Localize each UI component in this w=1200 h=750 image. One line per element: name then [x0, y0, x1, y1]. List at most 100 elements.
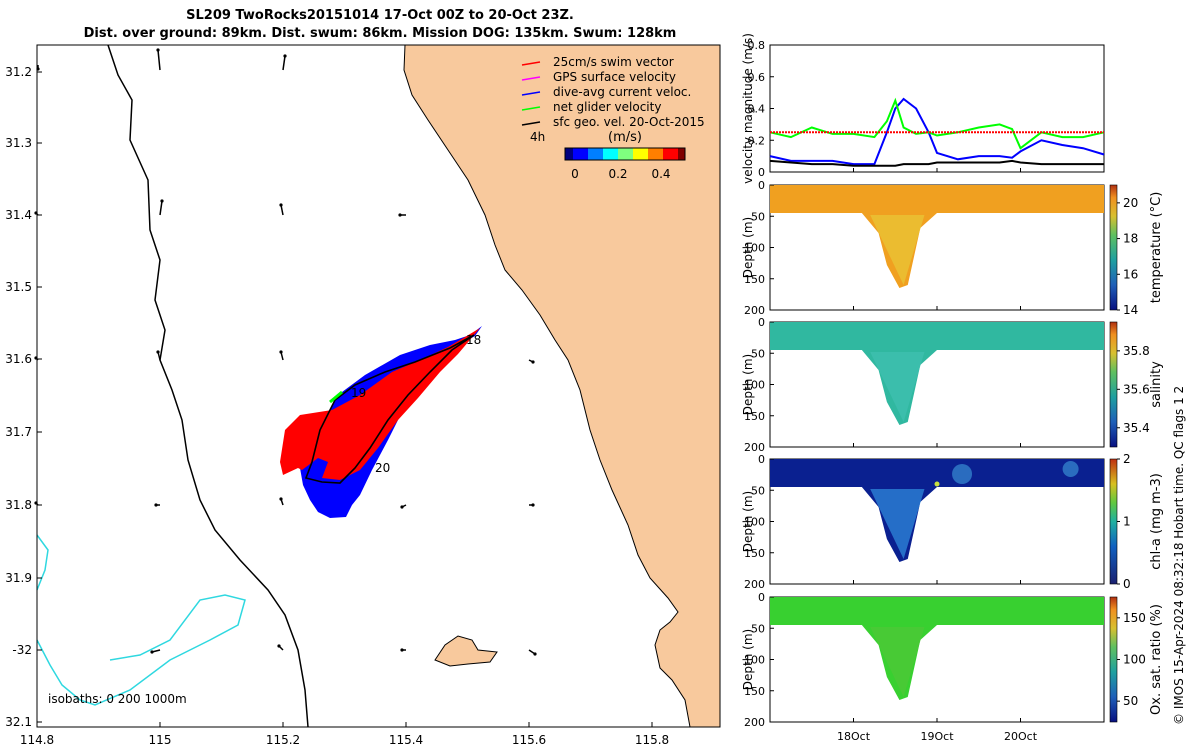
geo-arrow-head — [531, 503, 535, 507]
colorbar-tick-label: 16 — [1123, 267, 1138, 281]
depth-tick: 150 — [744, 273, 765, 286]
chl-patch — [1062, 461, 1079, 477]
velocity-y-tick: 0 — [758, 166, 765, 179]
map-y-tick-label: 31.8 — [5, 498, 32, 512]
heatmap-panel: 0 50 100 150 200 Depth (m) 35.4 35.6 35.8 salinit… — [741, 316, 1164, 454]
depth-tick: 100 — [744, 654, 765, 667]
time-x-tick: 20Oct — [1004, 730, 1038, 743]
legend-swatch — [521, 91, 541, 96]
velocity-y-tick: 0.6 — [748, 71, 766, 84]
depth-axis-label: Depth (m) — [741, 354, 755, 415]
geo-arrow-head — [279, 203, 283, 207]
map-x-tick-label: 115.2 — [266, 733, 300, 747]
geo-arrow — [159, 200, 163, 216]
heatmap-dip — [870, 352, 925, 422]
colorbar-tick-label: 14 — [1123, 303, 1138, 317]
depth-tick: 200 — [744, 441, 765, 454]
depth-tick: 150 — [744, 410, 765, 423]
colorbar-tick-label: 50 — [1123, 694, 1138, 708]
legend-label: sfc geo. vel. 20-Oct-2015 — [553, 115, 705, 129]
velocity-y-tick: 0.4 — [748, 103, 766, 116]
heatmap-field — [770, 459, 1104, 562]
geo-arrow — [282, 55, 286, 71]
colorbar-unit: (m/s) — [608, 130, 642, 145]
depth-tick: 50 — [751, 210, 765, 223]
geo-arrow-head — [279, 497, 283, 501]
geo-arrow — [157, 49, 161, 71]
depth-tick: 100 — [744, 379, 765, 392]
heatmap-dip — [870, 627, 925, 697]
map-x-tick-label: 115 — [149, 733, 172, 747]
depth-tick: 0 — [758, 179, 765, 192]
colorbar-tick: 0.4 — [651, 167, 670, 181]
geo-arrow-head — [160, 199, 164, 203]
colorbar-title: chl-a (mg m-3) — [1149, 473, 1164, 570]
map-x-tick-label: 115.4 — [389, 733, 423, 747]
map-y-tick-label: 31.3 — [5, 136, 32, 150]
heatmap-colorbar — [1109, 596, 1118, 723]
legend-swatch — [521, 121, 541, 126]
colorbar-tick-label: 1 — [1123, 515, 1131, 529]
title-line-2: Dist. over ground: 89km. Dist. swum: 86k… — [83, 26, 677, 41]
map-y-tick-label: 31.9 — [5, 571, 32, 585]
geo-arrow — [280, 204, 284, 216]
geo-arrow-head — [283, 54, 287, 58]
geo-arrow-head — [277, 644, 281, 648]
depth-tick: 50 — [751, 622, 765, 635]
depth-tick: 150 — [744, 685, 765, 698]
heatmap-colorbar — [1109, 184, 1118, 311]
depth-tick: 50 — [751, 347, 765, 360]
map-y-tick-label: 31.4 — [5, 208, 32, 222]
isobath-200m — [107, 44, 309, 728]
heatmap-dip — [870, 489, 925, 559]
depth-tick: 0 — [758, 453, 765, 466]
geo-arrow-head — [150, 650, 154, 654]
geo-arrow-head — [400, 648, 404, 652]
legend-swatch — [521, 76, 541, 81]
velocity-series-line — [769, 97, 1105, 150]
colorbar-tick-label: 35.8 — [1123, 344, 1150, 358]
depth-tick: 100 — [744, 242, 765, 255]
colorbar-time-label: 4h — [530, 130, 545, 144]
isobath-1000m — [36, 534, 246, 706]
velocity-y-label: velocity magnitude (m/s) — [741, 33, 755, 184]
colorbar-tick-label: 18 — [1123, 232, 1138, 246]
legend-swatch — [521, 61, 541, 66]
chl-patch — [952, 464, 973, 484]
map-colorbar: (m/s) 0 0.2 0.4 — [564, 130, 686, 181]
velocity-series-line — [769, 159, 1104, 167]
legend-label: dive-avg current veloc. — [553, 85, 691, 99]
depth-tick: 200 — [744, 578, 765, 591]
geo-arrow-head — [533, 652, 537, 656]
colorbar-tick-label: 2 — [1123, 452, 1131, 466]
geo-arrow-head — [279, 350, 283, 354]
heatmap-dip — [870, 215, 925, 285]
day-label: 19 — [351, 386, 366, 400]
depth-axis-label: Depth (m) — [741, 629, 755, 690]
heatmap-panel: 0 50 100 150 200 Depth (m) 14 16 18 20 temperature… — [741, 179, 1164, 317]
legend-label: 25cm/s swim vector — [553, 55, 674, 69]
colorbar-tick-label: 20 — [1123, 196, 1138, 210]
colorbar-tick-label: 100 — [1123, 653, 1146, 667]
chl-point — [934, 481, 940, 487]
geo-arrow-head — [400, 505, 404, 509]
island — [434, 635, 498, 667]
depth-tick: 200 — [744, 304, 765, 317]
credit-text: © IMOS 15-Apr-2024 08:32:18 Hobart time.… — [1172, 385, 1186, 725]
colorbar-title: salinity — [1149, 361, 1164, 408]
map-y-tick-label: 31.5 — [5, 280, 32, 294]
colorbar-tick-label: 150 — [1123, 611, 1146, 625]
isobath-label: isobaths: 0 200 1000m — [48, 692, 187, 706]
heatmap-field — [770, 322, 1104, 425]
map-x-tick-label: 114.8 — [20, 733, 54, 747]
geo-arrow-head — [398, 213, 402, 217]
glider-track-map: 18 19 20 114.8 115 115.2 115.4 115.6 115.8 31.2 3… — [5, 44, 721, 747]
colorbar-frame — [564, 147, 686, 161]
depth-tick: 200 — [744, 716, 765, 729]
day-label: 18 — [466, 333, 481, 347]
sfc-geo-velocity-arrows — [34, 48, 537, 656]
swim-vector-swath — [280, 328, 480, 480]
colorbar-tick-label: 35.4 — [1123, 421, 1150, 435]
map-x-tick-label: 115.8 — [635, 733, 669, 747]
